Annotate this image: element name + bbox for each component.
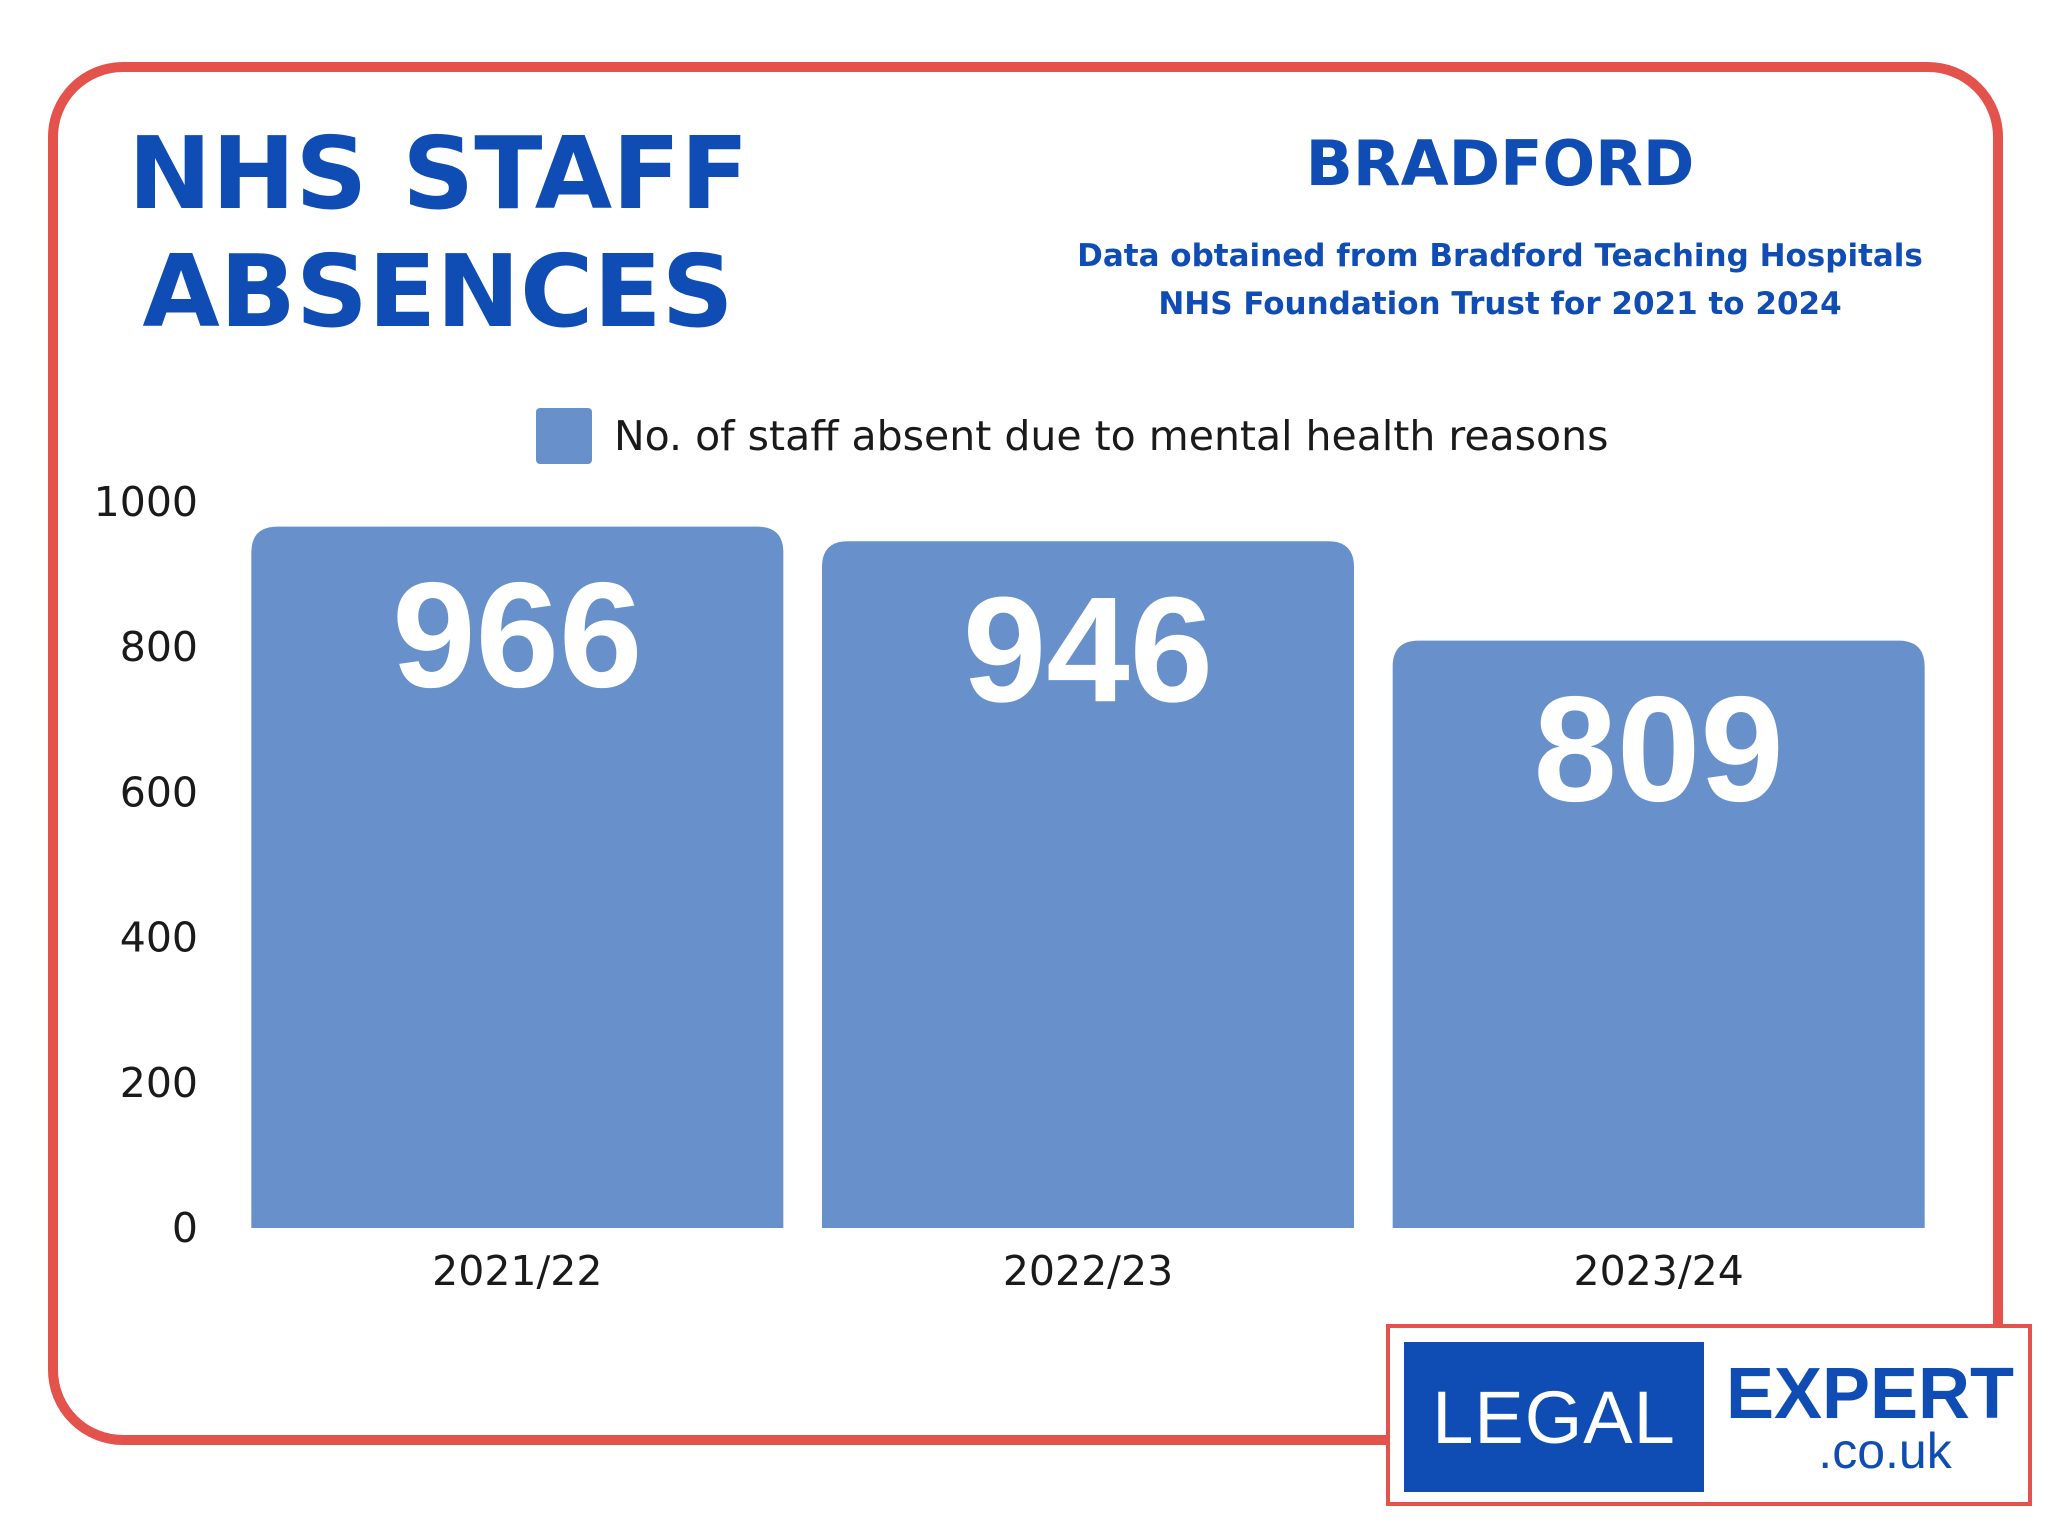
legend-swatch: [536, 408, 592, 464]
y-tick-label: 200: [120, 1059, 198, 1107]
logo-expert-text: EXPERT: [1725, 1354, 2015, 1434]
x-tick-label: 2022/23: [1003, 1247, 1173, 1295]
data-source-note: Data obtained from Bradford Teaching Hos…: [1040, 232, 1960, 328]
y-tick-label: 800: [120, 623, 198, 671]
region-heading: BRADFORD: [1305, 127, 1695, 200]
y-tick-label: 1000: [94, 478, 198, 526]
bar: [822, 541, 1354, 1228]
source-line-1: Data obtained from Bradford Teaching Hos…: [1077, 238, 1923, 274]
bar-value-label: 966: [392, 551, 642, 719]
title-line-2: ABSENCES: [142, 233, 734, 350]
page-title: NHS STAFF ABSENCES: [128, 115, 749, 351]
legend-label: No. of staff absent due to mental health…: [614, 412, 1609, 460]
bar-value-label: 946: [963, 565, 1213, 733]
legal-expert-logo: LEGAL EXPERT .co.uk: [1386, 1324, 2032, 1506]
title-line-1: NHS STAFF: [128, 115, 749, 232]
logo-legal-text: LEGAL: [1404, 1342, 1704, 1492]
logo-domain-text: .co.uk: [1818, 1423, 1952, 1479]
y-tick-label: 0: [172, 1204, 198, 1252]
chart-legend: No. of staff absent due to mental health…: [536, 408, 1608, 464]
y-tick-label: 400: [120, 914, 198, 962]
x-tick-label: 2023/24: [1574, 1247, 1744, 1295]
x-tick-label: 2021/22: [432, 1247, 602, 1295]
bar: [251, 526, 784, 1228]
source-line-2: NHS Foundation Trust for 2021 to 2024: [1158, 286, 1842, 322]
bar: [1392, 640, 1925, 1228]
bar-value-label: 809: [1534, 665, 1784, 833]
y-tick-label: 600: [120, 768, 198, 816]
